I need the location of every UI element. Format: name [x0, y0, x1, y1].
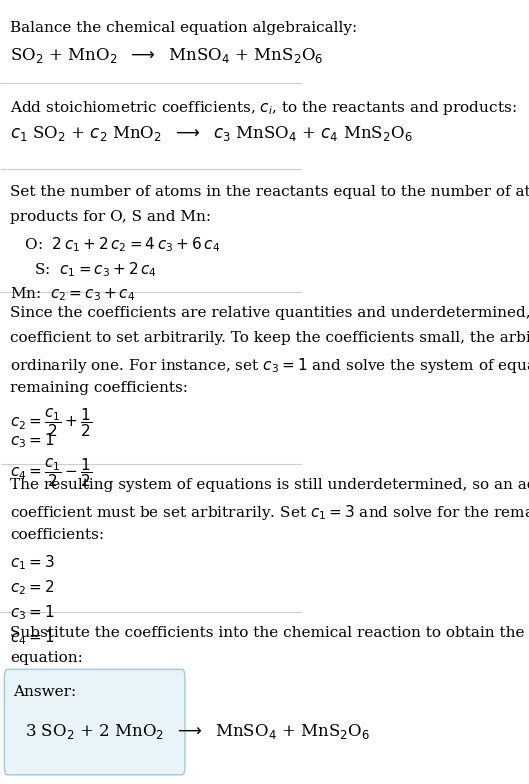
- Text: The resulting system of equations is still underdetermined, so an additional: The resulting system of equations is sti…: [11, 478, 529, 492]
- Text: Answer:: Answer:: [13, 685, 77, 699]
- Text: S:  $c_1 = c_3 + 2\,c_4$: S: $c_1 = c_3 + 2\,c_4$: [11, 260, 157, 278]
- Text: Substitute the coefficients into the chemical reaction to obtain the balanced: Substitute the coefficients into the che…: [11, 626, 529, 641]
- Text: $c_3 = 1$: $c_3 = 1$: [11, 431, 55, 450]
- Text: Balance the chemical equation algebraically:: Balance the chemical equation algebraica…: [11, 21, 358, 35]
- Text: O:  $2\,c_1 + 2\,c_2 = 4\,c_3 + 6\,c_4$: O: $2\,c_1 + 2\,c_2 = 4\,c_3 + 6\,c_4$: [11, 235, 221, 254]
- Text: coefficient must be set arbitrarily. Set $c_1 = 3$ and solve for the remaining: coefficient must be set arbitrarily. Set…: [11, 503, 529, 522]
- Text: $c_1 = 3$: $c_1 = 3$: [11, 553, 55, 572]
- Text: $c_2 = \dfrac{c_1}{2} + \dfrac{1}{2}$: $c_2 = \dfrac{c_1}{2} + \dfrac{1}{2}$: [11, 406, 93, 439]
- Text: equation:: equation:: [11, 652, 83, 666]
- Text: $c_3 = 1$: $c_3 = 1$: [11, 603, 55, 622]
- Text: coefficients:: coefficients:: [11, 528, 105, 542]
- Text: 3 SO$_2$ + 2 MnO$_2$  $\longrightarrow$  MnSO$_4$ + MnS$_2$O$_6$: 3 SO$_2$ + 2 MnO$_2$ $\longrightarrow$ M…: [25, 723, 371, 742]
- Text: ordinarily one. For instance, set $c_3 = 1$ and solve the system of equations fo: ordinarily one. For instance, set $c_3 =…: [11, 356, 529, 375]
- Text: SO$_2$ + MnO$_2$  $\longrightarrow$  MnSO$_4$ + MnS$_2$O$_6$: SO$_2$ + MnO$_2$ $\longrightarrow$ MnSO$…: [11, 46, 324, 65]
- Text: $c_4 = 1$: $c_4 = 1$: [11, 628, 55, 647]
- FancyBboxPatch shape: [4, 670, 185, 775]
- Text: remaining coefficients:: remaining coefficients:: [11, 381, 188, 395]
- Text: Set the number of atoms in the reactants equal to the number of atoms in the: Set the number of atoms in the reactants…: [11, 185, 529, 199]
- Text: Add stoichiometric coefficients, $c_i$, to the reactants and products:: Add stoichiometric coefficients, $c_i$, …: [11, 99, 517, 117]
- Text: products for O, S and Mn:: products for O, S and Mn:: [11, 210, 212, 224]
- Text: $c_4 = \dfrac{c_1}{2} - \dfrac{1}{2}$: $c_4 = \dfrac{c_1}{2} - \dfrac{1}{2}$: [11, 456, 93, 489]
- Text: $c_1$ SO$_2$ + $c_2$ MnO$_2$  $\longrightarrow$  $c_3$ MnSO$_4$ + $c_4$ MnS$_2$O: $c_1$ SO$_2$ + $c_2$ MnO$_2$ $\longright…: [11, 124, 413, 143]
- Text: Since the coefficients are relative quantities and underdetermined, choose a: Since the coefficients are relative quan…: [11, 306, 529, 320]
- Text: Mn:  $c_2 = c_3 + c_4$: Mn: $c_2 = c_3 + c_4$: [11, 285, 136, 303]
- Text: coefficient to set arbitrarily. To keep the coefficients small, the arbitrary va: coefficient to set arbitrarily. To keep …: [11, 331, 529, 345]
- Text: $c_2 = 2$: $c_2 = 2$: [11, 578, 55, 597]
